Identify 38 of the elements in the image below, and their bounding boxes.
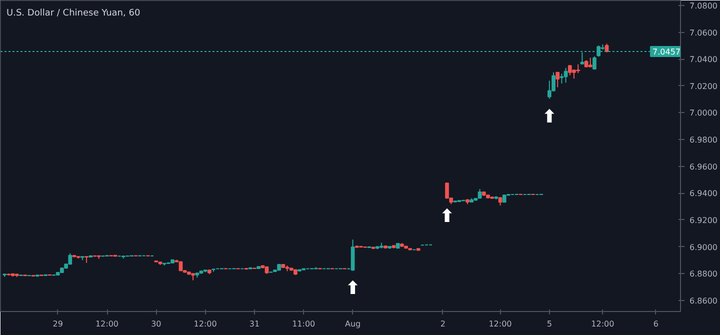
ref-line-label: 7.0457 [652, 47, 681, 56]
annotation: ⬆ [345, 278, 360, 300]
y-tick-label: 6.8600 [690, 296, 718, 306]
y-tick-label: 6.8800 [690, 270, 718, 279]
x-tick-label: 6 [653, 320, 658, 328]
x-tick-label: 5 [546, 320, 552, 328]
text: U.S. Dollar / Chinese Yuan, 60 [6, 8, 140, 18]
candlestick [445, 182, 449, 199]
y-tick-label: 6.9400 [690, 189, 718, 198]
y-tick-label: 6.9000 [690, 242, 718, 252]
candlestick [568, 64, 572, 76]
candlestick [350, 239, 355, 272]
x-tick-label: Aug [344, 320, 361, 328]
x-tick-label: 12:00 [95, 320, 119, 328]
y-tick-label: 7.0800 [690, 1, 718, 10]
x-tick-label: 11:00 [292, 320, 316, 328]
x-tick-label: 12:00 [591, 320, 614, 328]
candlestick [68, 252, 72, 265]
x-tick-label: 12:00 [488, 320, 512, 328]
candlestick [564, 67, 568, 84]
x-tick-label: 12:00 [194, 320, 217, 328]
y-tick-label: 6.9200 [690, 216, 718, 225]
y-tick-label: 7.0400 [690, 55, 718, 64]
x-tick-label: 30 [151, 320, 162, 328]
candlestick [556, 71, 560, 88]
x-tick-label: 2 [440, 320, 446, 328]
x-tick-label: 29 [52, 320, 63, 328]
y-tick-label: 7.0000 [690, 108, 718, 118]
candlestick [478, 188, 482, 199]
x-tick-label: 31 [249, 320, 260, 328]
y-tick-label: 6.9800 [690, 136, 718, 145]
y-tick-label: 7.0200 [690, 82, 718, 91]
candlestick [592, 56, 596, 70]
annotation: ⬆ [542, 106, 557, 128]
candlestick [560, 73, 564, 84]
y-tick-label: 7.0600 [690, 28, 718, 38]
y-tick-label: 6.9600 [690, 162, 718, 172]
annotation: ⬆ [439, 206, 455, 227]
